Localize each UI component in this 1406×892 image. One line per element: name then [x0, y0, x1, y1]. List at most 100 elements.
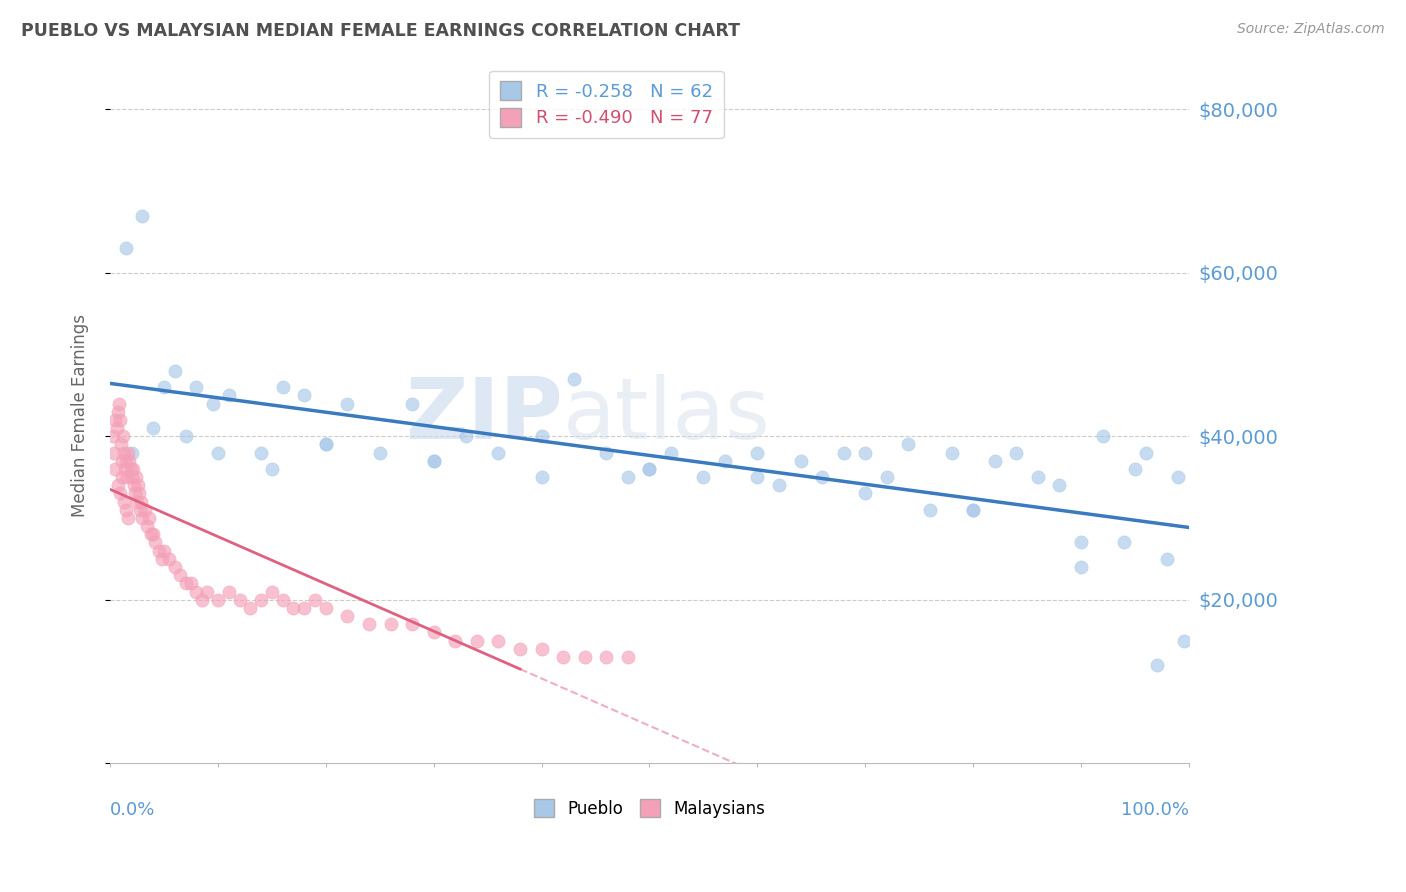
Point	[1070, 560, 1092, 574]
Point	[124, 486, 146, 500]
Point	[110, 437, 132, 451]
Point	[134, 503, 156, 517]
Point	[163, 560, 186, 574]
Point	[107, 396, 129, 410]
Point	[692, 470, 714, 484]
Point	[145, 535, 167, 549]
Text: 0.0%: 0.0%	[110, 801, 156, 820]
Point	[138, 511, 160, 525]
Point	[218, 388, 240, 402]
Point	[638, 462, 661, 476]
Point	[530, 470, 553, 484]
Point	[105, 421, 128, 435]
Point	[139, 527, 162, 541]
Point	[853, 445, 876, 459]
Point	[530, 641, 553, 656]
Point	[1123, 462, 1146, 476]
Point	[163, 364, 186, 378]
Point	[207, 445, 229, 459]
Point	[962, 503, 984, 517]
Point	[103, 429, 125, 443]
Point	[368, 445, 391, 459]
Point	[117, 470, 139, 484]
Point	[714, 454, 737, 468]
Point	[150, 551, 173, 566]
Point	[562, 372, 585, 386]
Point	[195, 584, 218, 599]
Point	[1026, 470, 1049, 484]
Point	[107, 478, 129, 492]
Point	[191, 592, 214, 607]
Point	[103, 445, 125, 459]
Point	[114, 462, 136, 476]
Point	[121, 445, 143, 459]
Point	[747, 445, 769, 459]
Point	[112, 494, 135, 508]
Point	[422, 625, 444, 640]
Point	[595, 445, 617, 459]
Point	[553, 649, 575, 664]
Point	[228, 592, 250, 607]
Point	[117, 445, 139, 459]
Point	[121, 462, 143, 476]
Point	[1135, 445, 1157, 459]
Point	[128, 486, 150, 500]
Point	[112, 445, 135, 459]
Point	[422, 454, 444, 468]
Point	[1146, 658, 1168, 673]
Point	[292, 388, 315, 402]
Point	[747, 470, 769, 484]
Y-axis label: Median Female Earnings: Median Female Earnings	[72, 314, 89, 517]
Point	[218, 584, 240, 599]
Point	[135, 519, 157, 533]
Point	[260, 462, 283, 476]
Point	[617, 470, 640, 484]
Point	[1156, 551, 1178, 566]
Point	[574, 649, 596, 664]
Point	[1114, 535, 1136, 549]
Point	[832, 445, 855, 459]
Point	[142, 527, 165, 541]
Point	[918, 503, 941, 517]
Point	[174, 576, 197, 591]
Point	[876, 470, 898, 484]
Point	[315, 600, 337, 615]
Point	[962, 503, 984, 517]
Point	[315, 437, 337, 451]
Point	[148, 543, 170, 558]
Point	[157, 551, 180, 566]
Point	[1005, 445, 1028, 459]
Point	[271, 380, 294, 394]
Point	[111, 470, 134, 484]
Point	[1167, 470, 1189, 484]
Point	[125, 494, 148, 508]
Point	[107, 405, 129, 419]
Point	[120, 462, 142, 476]
Point	[897, 437, 920, 451]
Point	[131, 511, 153, 525]
Point	[983, 454, 1005, 468]
Point	[115, 503, 138, 517]
Point	[1091, 429, 1114, 443]
Text: atlas: atlas	[564, 375, 770, 458]
Point	[271, 592, 294, 607]
Point	[104, 413, 127, 427]
Point	[768, 478, 790, 492]
Point	[292, 600, 315, 615]
Text: PUEBLO VS MALAYSIAN MEDIAN FEMALE EARNINGS CORRELATION CHART: PUEBLO VS MALAYSIAN MEDIAN FEMALE EARNIN…	[21, 22, 740, 40]
Point	[811, 470, 834, 484]
Point	[201, 396, 224, 410]
Point	[115, 454, 138, 468]
Point	[336, 609, 359, 624]
Point	[117, 511, 139, 525]
Point	[1173, 633, 1195, 648]
Point	[509, 641, 531, 656]
Point	[118, 454, 141, 468]
Text: 100.0%: 100.0%	[1121, 801, 1189, 820]
Point	[1049, 478, 1071, 492]
Point	[456, 429, 478, 443]
Text: ZIP: ZIP	[405, 375, 564, 458]
Point	[186, 584, 208, 599]
Point	[617, 649, 640, 664]
Point	[142, 421, 165, 435]
